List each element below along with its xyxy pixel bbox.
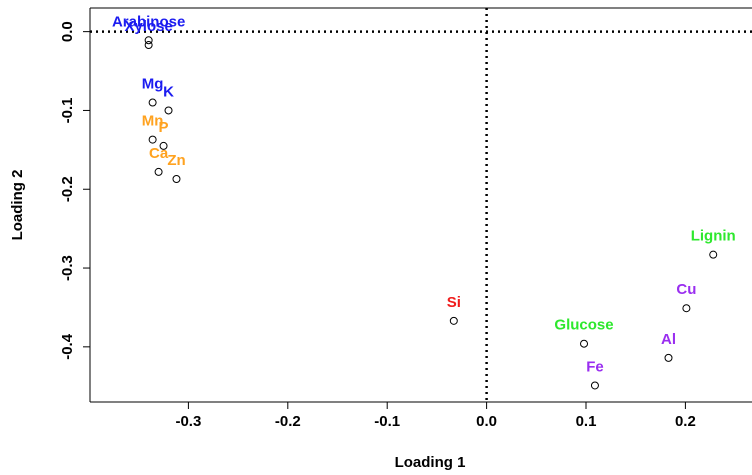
x-tick-label: 0.1 (576, 413, 597, 430)
point (144, 41, 153, 50)
point (709, 250, 718, 259)
y-tick-label: 0.0 (59, 21, 76, 42)
point-label: Arabinose (112, 13, 185, 30)
point-label: Cu (676, 281, 696, 298)
point (144, 36, 153, 45)
point (164, 106, 173, 115)
point (449, 316, 458, 325)
x-tick-label: -0.1 (374, 413, 400, 430)
point-label: Xylose (124, 18, 172, 35)
point-label: Lignin (691, 228, 736, 245)
x-tick-label: -0.2 (275, 413, 301, 430)
point-label: Fe (586, 358, 604, 375)
y-tick-label: -0.2 (59, 176, 76, 202)
y-tick-label: -0.1 (59, 98, 76, 124)
point-label: Mg (142, 76, 164, 93)
x-axis-title: Loading 1 (395, 454, 466, 471)
point-label: Al (661, 331, 676, 348)
point (590, 381, 599, 390)
x-tick-label: -0.3 (175, 413, 201, 430)
x-tick-label: 0.0 (476, 413, 497, 430)
point (682, 304, 691, 313)
y-axis-title: Loading 2 (9, 170, 26, 241)
point-label: Zn (167, 152, 185, 169)
y-tick-label: -0.3 (59, 255, 76, 281)
x-tick-label: 0.2 (675, 413, 696, 430)
point (580, 339, 589, 348)
point (154, 167, 163, 176)
point (148, 98, 157, 107)
point (664, 353, 673, 362)
y-tick-label: -0.4 (59, 333, 76, 360)
point (148, 135, 157, 144)
point-label: K (163, 83, 174, 100)
point-label: P (159, 119, 169, 136)
point (172, 174, 181, 183)
point-label: Si (447, 294, 461, 311)
point-label: Glucose (554, 317, 613, 334)
point (159, 141, 168, 150)
point-label: Ca (149, 145, 169, 162)
point-label: Mn (142, 113, 164, 130)
